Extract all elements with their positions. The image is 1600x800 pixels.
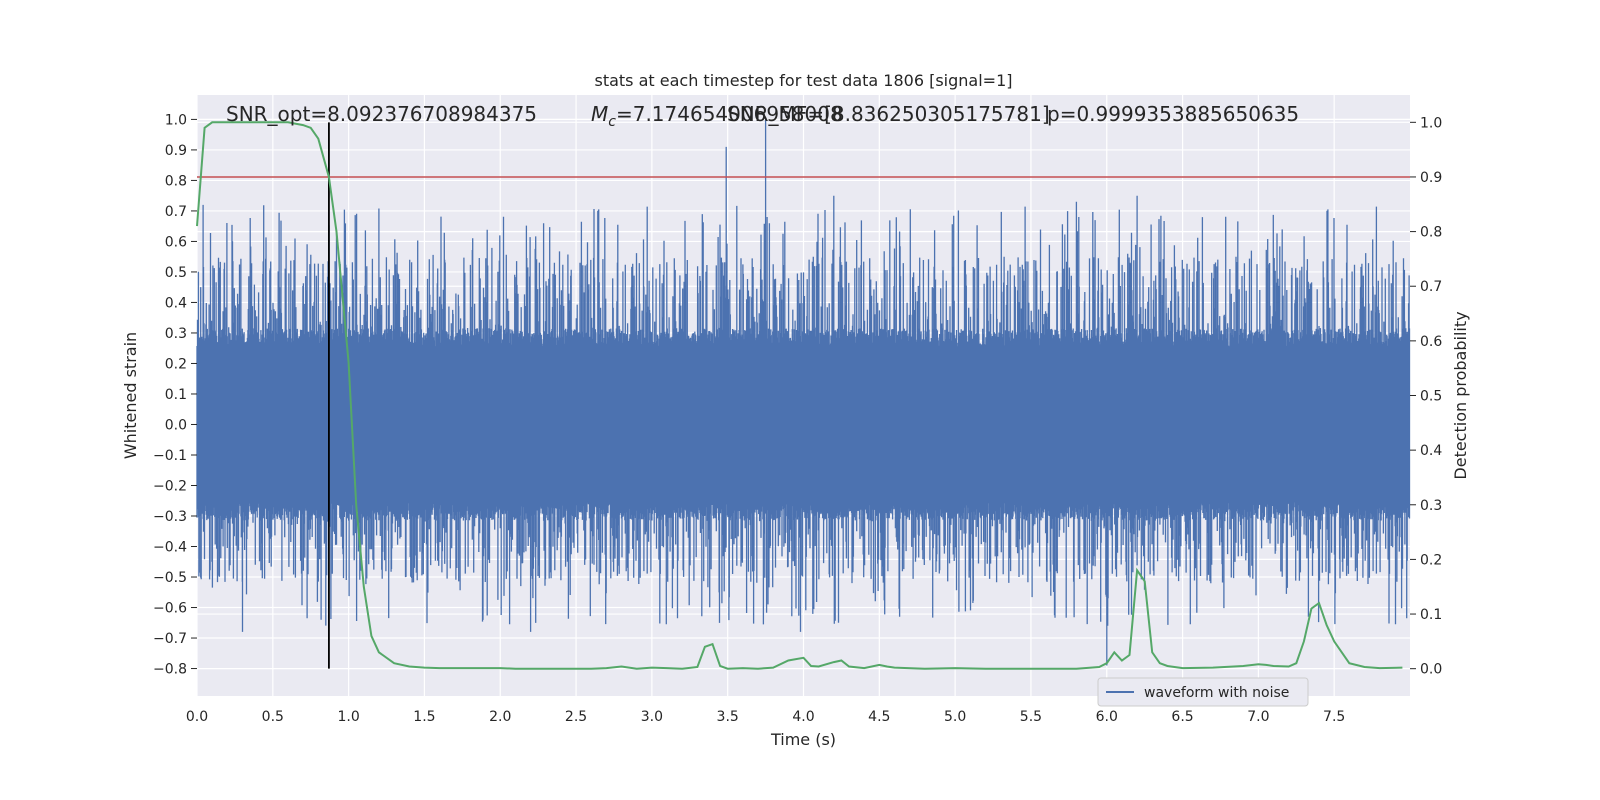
x-tick-label: 7.0 <box>1247 709 1269 725</box>
detection-probability-line <box>196 121 1403 670</box>
legend: waveform with noise <box>1097 677 1309 707</box>
y2-tick-label: 0.5 <box>1420 389 1442 405</box>
y-tick-label: 0.3 <box>165 326 187 342</box>
annotation-snr-mf: SNR_MF=[8.836250305175781] <box>727 102 1050 126</box>
y2-tick-label: 0.6 <box>1420 334 1442 350</box>
y2-axis-label: Detection probability <box>1451 311 1470 479</box>
x-tick-label: 5.5 <box>1020 709 1042 725</box>
y-tick-label: −0.7 <box>153 631 187 647</box>
x-tick-label: 1.0 <box>337 709 359 725</box>
ticks: 0.0 0.5 1.0 1.5 2.0 2.5 3.0 3.5 4.0 4.5 5.0 5.5 6.0 6… <box>153 112 1442 725</box>
y-tick-label: 1.0 <box>165 112 187 128</box>
y2-tick-label: 0.7 <box>1420 279 1442 295</box>
y-tick-label: 0.5 <box>165 265 187 281</box>
annotation-chirp-mass: Mc=7.174654006958008 <box>591 102 843 130</box>
x-tick-label: 5.0 <box>944 709 966 725</box>
y-axis-label: Whitened strain <box>121 332 140 459</box>
y2-tick-label: 1.0 <box>1420 115 1442 131</box>
x-tick-label: 4.5 <box>868 709 890 725</box>
y2-tick-label: 0.3 <box>1420 498 1442 514</box>
y-tick-label: 0.0 <box>165 417 187 433</box>
y-tick-label: −0.2 <box>153 478 187 494</box>
y-tick-label: −0.4 <box>153 540 187 556</box>
x-tick-label: 1.5 <box>413 709 435 725</box>
y2-tick-label: 0.4 <box>1420 443 1442 459</box>
y-tick-label: −0.3 <box>153 509 187 525</box>
y2-tick-label: 0.2 <box>1420 552 1442 568</box>
y-tick-label: −0.6 <box>153 601 187 617</box>
x-tick-label: 6.0 <box>1096 709 1118 725</box>
y-tick-label: 0.7 <box>165 204 187 220</box>
strain-series <box>196 119 1411 666</box>
y-tick-label: −0.1 <box>153 448 187 464</box>
x-tick-label: 7.5 <box>1323 709 1345 725</box>
x-tick-label: 2.5 <box>565 709 587 725</box>
y-tick-label: 0.1 <box>165 387 187 403</box>
y-tick-label: 0.9 <box>165 143 187 159</box>
x-tick-label: 4.0 <box>792 709 814 725</box>
y2-tick-label: 0.0 <box>1420 662 1442 678</box>
x-tick-label: 3.0 <box>641 709 663 725</box>
y2-tick-label: 0.9 <box>1420 170 1442 186</box>
x-axis-label: Time (s) <box>770 730 836 749</box>
x-tick-label: 0.5 <box>262 709 284 725</box>
chart-title: stats at each timestep for test data 180… <box>594 71 1012 90</box>
y-tick-label: 0.4 <box>165 295 187 311</box>
y2-tick-label: 0.1 <box>1420 607 1442 623</box>
overlay-lines <box>196 121 1410 670</box>
y-tick-label: 0.2 <box>165 356 187 372</box>
chirp-mass-subscript: c <box>608 114 616 130</box>
annotation-p-value: p=0.9999353885650635 <box>1047 102 1299 126</box>
y-tick-label: 0.8 <box>165 173 187 189</box>
x-tick-label: 2.0 <box>489 709 511 725</box>
y-tick-label: −0.8 <box>153 662 187 678</box>
legend-box <box>1097 677 1309 707</box>
chirp-mass-symbol: M <box>591 102 608 126</box>
y-tick-label: 0.6 <box>165 234 187 250</box>
waveform-with-noise-line <box>196 119 1411 666</box>
legend-label-waveform: waveform with noise <box>1144 685 1289 701</box>
x-tick-label: 0.0 <box>186 709 208 725</box>
annotation-snr-opt: SNR_opt=8.092376708984375 <box>226 102 537 126</box>
chirp-mass-value: =7.174654006958008 <box>616 102 843 126</box>
y-tick-label: −0.5 <box>153 570 187 586</box>
y2-tick-label: 0.8 <box>1420 225 1442 241</box>
x-tick-label: 6.5 <box>1171 709 1193 725</box>
x-tick-label: 3.5 <box>717 709 739 725</box>
